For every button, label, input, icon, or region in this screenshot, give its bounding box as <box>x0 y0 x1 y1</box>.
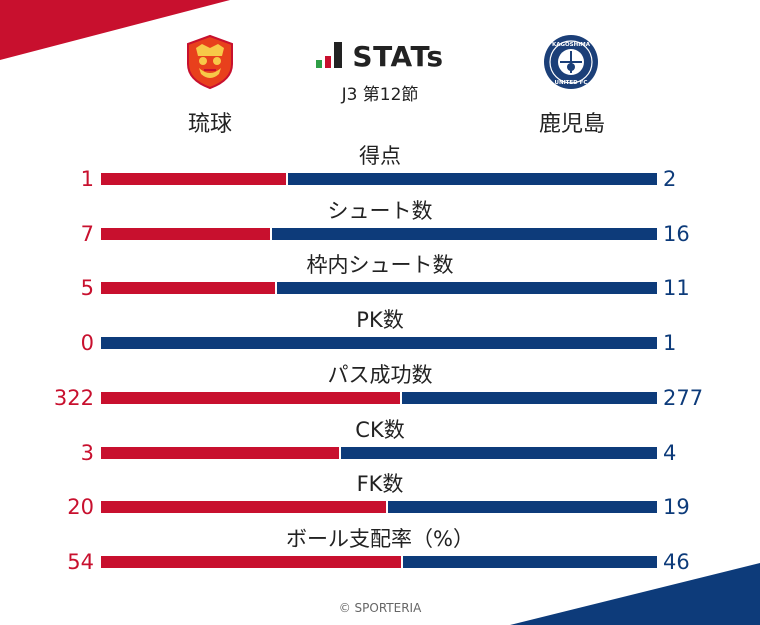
home-bar <box>101 446 339 459</box>
stat-bar-track <box>101 391 657 404</box>
stat-row: 枠内シュート数 5 11 <box>0 252 760 302</box>
away-value: 11 <box>663 276 690 301</box>
home-value: 5 <box>80 276 94 301</box>
stat-bar-track <box>101 501 657 514</box>
home-value: 7 <box>80 221 94 246</box>
header: KAGOSHIMA UNITED FC STATs J3 第12節 琉球 鹿児島 <box>0 0 760 140</box>
away-value: 4 <box>663 440 677 465</box>
home-bar <box>101 501 386 514</box>
match-round: J3 第12節 <box>341 85 419 105</box>
home-value: 20 <box>67 495 94 520</box>
home-value: 0 <box>80 331 94 356</box>
stat-bar-track <box>101 227 657 240</box>
stat-row: 得点 1 2 <box>0 143 760 193</box>
stat-row: CK数 3 4 <box>0 417 760 467</box>
stat-label: パス成功数 <box>327 362 433 387</box>
copyright: © SPORTERIA <box>338 601 422 615</box>
stat-bar-track <box>101 282 657 295</box>
away-value: 1 <box>663 331 677 356</box>
home-value: 322 <box>53 385 94 410</box>
stat-label: FK数 <box>356 472 404 497</box>
home-bar <box>101 173 286 185</box>
stat-row: パス成功数 322 277 <box>0 362 760 412</box>
away-value: 2 <box>663 167 677 191</box>
home-bar <box>101 391 400 404</box>
home-value: 54 <box>67 549 94 574</box>
home-bar <box>101 282 275 295</box>
stat-bar-track <box>101 555 657 568</box>
stat-row: ボール支配率（%） 54 46 <box>0 526 760 576</box>
away-bar <box>101 337 657 350</box>
stat-row: FK数 20 19 <box>0 471 760 521</box>
away-value: 16 <box>663 221 690 246</box>
away-team-name: 鹿児島 <box>538 112 605 137</box>
away-bar <box>341 446 657 459</box>
stat-label: シュート数 <box>327 198 433 223</box>
home-team-name: 琉球 <box>187 112 232 137</box>
home-value: 1 <box>80 167 94 191</box>
away-value: 277 <box>663 385 704 410</box>
away-team-logo: KAGOSHIMA UNITED FC <box>543 34 599 90</box>
away-bar <box>277 282 657 295</box>
stat-row: シュート数 7 16 <box>0 198 760 248</box>
stat-label: ボール支配率（%） <box>286 526 474 551</box>
away-logo-top-text: KAGOSHIMA <box>552 42 591 48</box>
stat-label: 枠内シュート数 <box>306 253 454 278</box>
away-value: 19 <box>663 495 690 520</box>
page-title: STATs <box>0 40 760 73</box>
away-bar <box>388 501 657 514</box>
stat-row: PK数 0 1 <box>0 307 760 357</box>
stat-bar-track <box>101 446 657 459</box>
home-bar <box>101 555 401 568</box>
stat-label: CK数 <box>355 417 405 442</box>
stat-bar-track <box>101 173 657 185</box>
home-value: 3 <box>80 440 94 465</box>
away-bar <box>288 173 657 185</box>
home-bar <box>101 227 270 240</box>
away-value: 46 <box>663 549 690 574</box>
stat-label: 得点 <box>359 144 401 168</box>
stats-bar-icon <box>316 42 346 68</box>
title-text: STATs <box>352 40 444 73</box>
home-team-logo <box>182 34 238 90</box>
stat-bar-track <box>101 337 657 350</box>
stat-label: PK数 <box>356 308 404 333</box>
away-bar <box>403 555 657 568</box>
away-logo-bottom-text: UNITED FC <box>555 80 588 86</box>
away-bar <box>402 391 657 404</box>
away-bar <box>272 227 657 240</box>
